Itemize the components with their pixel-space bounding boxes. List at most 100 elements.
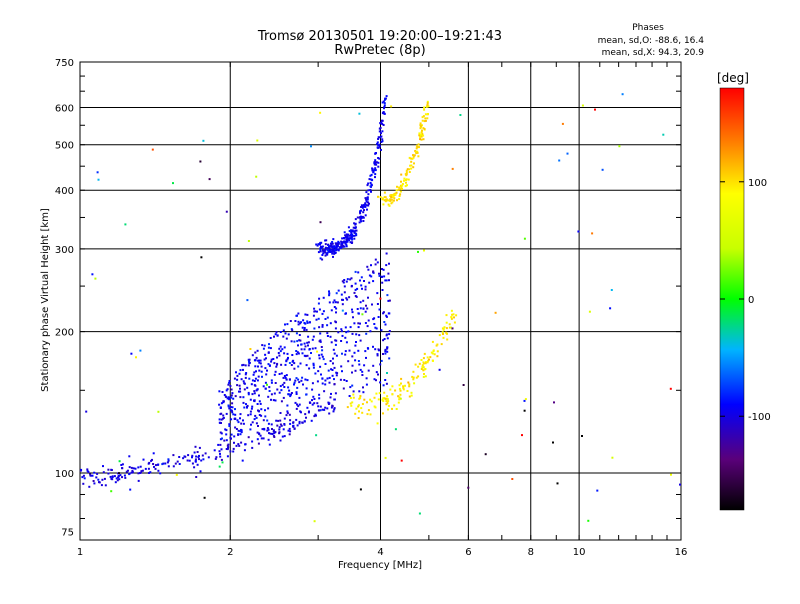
data-point (246, 404, 249, 407)
data-point (120, 464, 123, 466)
data-point (284, 323, 286, 326)
data-point (377, 157, 380, 159)
colorbar-label: [deg] (717, 71, 749, 85)
data-point (102, 465, 104, 468)
data-point (309, 401, 312, 404)
data-point (377, 144, 380, 147)
data-point (342, 387, 345, 390)
data-point (346, 298, 349, 301)
data-point (360, 284, 363, 287)
data-point (308, 357, 311, 360)
data-point (259, 402, 262, 405)
data-point (218, 418, 221, 421)
data-point (299, 339, 302, 342)
data-point (247, 414, 250, 417)
data-point (354, 359, 357, 362)
data-point (334, 301, 337, 304)
data-point (581, 435, 583, 437)
data-point (288, 433, 291, 436)
data-point (282, 335, 285, 338)
data-point (367, 296, 369, 299)
data-point (144, 467, 147, 470)
data-point (85, 410, 88, 413)
data-point (356, 308, 359, 310)
data-point (334, 320, 337, 323)
data-point (448, 323, 451, 326)
data-point (406, 168, 409, 171)
data-point (244, 443, 247, 446)
data-point (423, 108, 426, 111)
data-point (335, 292, 338, 295)
data-point (385, 382, 388, 385)
data-point (279, 385, 282, 388)
data-point (264, 409, 266, 412)
data-point (302, 319, 305, 322)
data-point (386, 372, 388, 374)
data-point (372, 318, 375, 321)
data-point (442, 333, 444, 335)
data-point (230, 433, 233, 436)
data-point (370, 184, 373, 187)
data-point (349, 326, 352, 329)
data-point (340, 340, 343, 342)
data-point (131, 471, 134, 474)
data-point (256, 349, 259, 352)
data-point (511, 478, 514, 480)
data-point (299, 322, 302, 325)
data-point (319, 250, 322, 253)
data-point (276, 388, 279, 391)
data-point (128, 472, 131, 475)
data-point (327, 243, 330, 246)
data-point (340, 240, 343, 243)
data-point (247, 393, 250, 396)
data-point (115, 477, 118, 480)
data-point (384, 196, 387, 199)
data-point (83, 477, 86, 480)
data-point (566, 152, 569, 155)
data-point (231, 411, 234, 414)
data-point (236, 384, 239, 387)
data-point (258, 359, 261, 362)
data-point (380, 141, 383, 143)
data-point (340, 244, 343, 247)
data-point (263, 344, 266, 347)
data-point (365, 198, 368, 201)
data-point (244, 373, 247, 376)
data-point (335, 339, 338, 342)
data-point (345, 297, 348, 300)
data-point (350, 404, 353, 407)
data-point (228, 398, 231, 401)
data-point (278, 347, 281, 350)
data-point (379, 122, 382, 125)
data-point (399, 184, 402, 187)
data-point (228, 425, 231, 427)
data-point (358, 334, 361, 337)
data-point (250, 407, 253, 410)
data-point (331, 248, 334, 251)
data-point (356, 287, 359, 290)
data-point (219, 438, 222, 441)
data-point (366, 413, 369, 416)
data-point (372, 345, 374, 348)
data-point (373, 168, 376, 171)
y-tick-label: 300 (55, 245, 74, 256)
data-point (361, 370, 364, 373)
data-point (382, 384, 385, 387)
data-point (367, 193, 370, 196)
data-point (298, 422, 301, 425)
data-point (424, 375, 427, 378)
data-point (364, 310, 367, 313)
data-point (234, 413, 237, 416)
data-point (272, 429, 275, 432)
data-point (243, 406, 246, 409)
data-point (365, 356, 367, 359)
data-point (333, 407, 336, 410)
data-point (268, 343, 270, 346)
data-point (324, 254, 327, 257)
data-point (379, 196, 382, 199)
data-point (398, 398, 401, 401)
data-point (375, 392, 378, 395)
data-point (135, 356, 137, 359)
data-point (225, 412, 228, 415)
data-point (305, 416, 307, 419)
